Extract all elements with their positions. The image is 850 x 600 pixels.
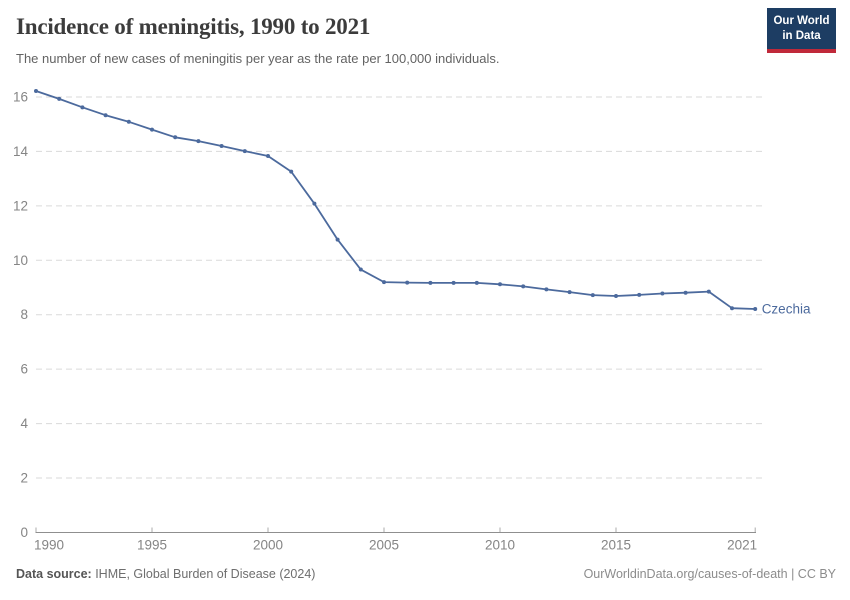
data-point[interactable]	[706, 289, 711, 294]
x-axis-tick-label: 2021	[727, 538, 757, 553]
data-point[interactable]	[521, 284, 526, 289]
data-source-note: Data source: IHME, Global Burden of Dise…	[16, 567, 315, 581]
data-point[interactable]	[637, 292, 642, 297]
data-point[interactable]	[660, 291, 665, 296]
data-point[interactable]	[451, 280, 456, 285]
data-source-label: Data source:	[16, 567, 92, 581]
data-point[interactable]	[544, 287, 549, 292]
x-axis-tick-label: 1995	[137, 538, 167, 553]
x-axis-tick-label: 1990	[34, 538, 64, 553]
owid-logo-line2: in Data	[782, 29, 821, 42]
data-point[interactable]	[730, 306, 734, 311]
data-point[interactable]	[590, 293, 595, 298]
data-point[interactable]	[57, 96, 62, 101]
chart-footer: Data source: IHME, Global Burden of Dise…	[16, 567, 836, 581]
data-point[interactable]	[219, 143, 224, 148]
y-axis-tick-label: 0	[20, 525, 28, 540]
data-point[interactable]	[405, 280, 410, 285]
data-point[interactable]	[266, 154, 270, 159]
data-point[interactable]	[242, 149, 247, 154]
data-point[interactable]	[196, 139, 201, 144]
y-axis-tick-label: 12	[13, 198, 28, 213]
data-point[interactable]	[80, 105, 85, 110]
chart-title: Incidence of meningitis, 1990 to 2021	[16, 14, 371, 39]
data-point[interactable]	[34, 88, 38, 93]
y-axis-tick-label: 16	[13, 89, 28, 104]
data-point[interactable]	[498, 282, 502, 287]
y-axis-tick-label: 2	[20, 471, 28, 486]
owid-cc-link[interactable]: OurWorldinData.org/causes-of-death | CC …	[583, 567, 836, 581]
y-axis-tick-label: 4	[20, 416, 28, 431]
y-axis-tick-label: 8	[20, 307, 28, 322]
data-point[interactable]	[335, 237, 340, 242]
x-axis-tick-label: 2000	[253, 538, 283, 553]
y-axis-tick-label: 14	[13, 144, 29, 159]
y-axis-tick-label: 6	[20, 362, 28, 377]
data-source-value: IHME, Global Burden of Disease (2024)	[91, 567, 316, 581]
data-point[interactable]	[173, 135, 178, 140]
owid-logo-line1: Our World	[773, 15, 830, 28]
data-line-czechia[interactable]	[35, 90, 756, 310]
x-axis-tick-label: 2005	[369, 538, 399, 553]
data-point[interactable]	[150, 127, 154, 132]
x-axis-tick-label: 2015	[601, 538, 631, 553]
data-point[interactable]	[753, 307, 758, 312]
y-axis-tick-label: 10	[13, 253, 28, 268]
data-point[interactable]	[428, 280, 433, 285]
data-point[interactable]	[289, 169, 294, 174]
data-point[interactable]	[126, 119, 131, 124]
data-point[interactable]	[614, 293, 618, 298]
data-point[interactable]	[683, 290, 688, 295]
series-entity-label[interactable]: Czechia	[762, 302, 811, 317]
data-point[interactable]	[312, 201, 317, 206]
data-point[interactable]	[567, 290, 572, 295]
x-axis-tick-label: 2010	[485, 538, 515, 553]
chart-subtitle: The number of new cases of meningitis pe…	[16, 51, 500, 66]
data-point[interactable]	[382, 280, 386, 285]
data-point[interactable]	[358, 267, 363, 272]
owid-logo[interactable]: Our World in Data	[767, 8, 836, 53]
data-point[interactable]	[474, 280, 479, 285]
data-point[interactable]	[103, 113, 108, 118]
